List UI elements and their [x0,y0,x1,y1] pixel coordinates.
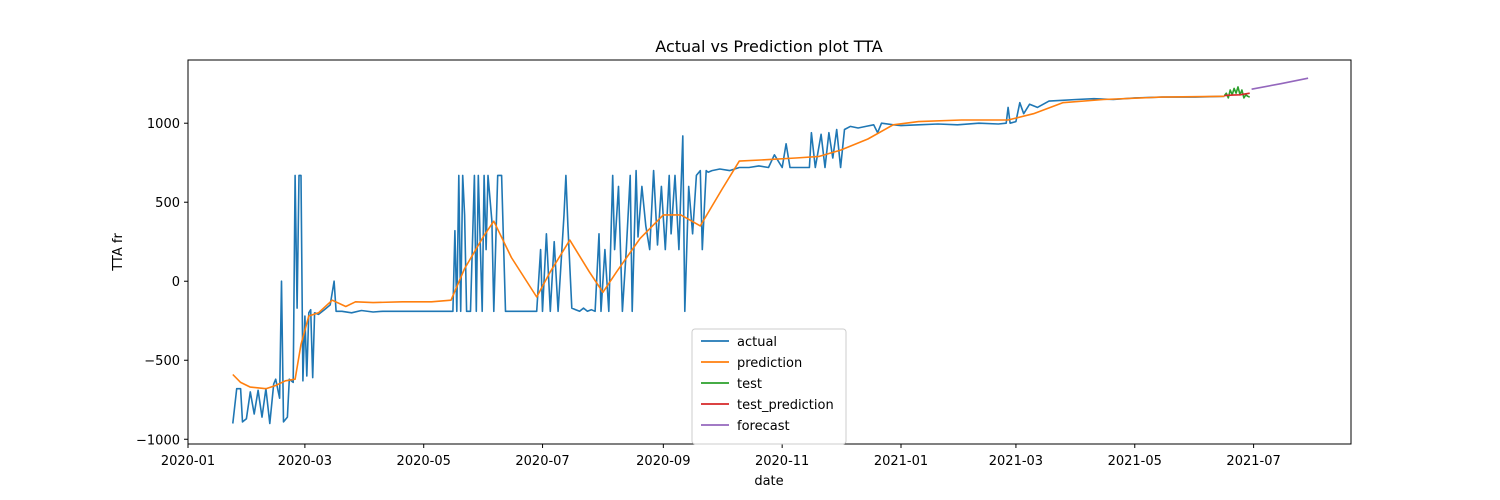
legend-label-prediction: prediction [737,356,802,371]
series-line-actual [232,95,1225,425]
x-tick-label: 2021-01 [874,454,928,469]
legend-box [691,328,847,445]
x-axis-label: date [754,474,783,489]
series-layer [232,77,1309,425]
series-line-test-prediction [1224,92,1250,97]
series-line-forecast [1251,77,1309,90]
y-tick-label: −1000 [136,433,180,448]
y-tick-label: −500 [144,354,180,369]
legend-label-actual: actual [737,335,777,350]
x-tick-label: 2020-07 [515,454,569,469]
x-tick-label: 2021-05 [1108,454,1162,469]
series-line-test [1223,86,1251,99]
legend-label-test-prediction: test_prediction [737,398,834,413]
chart-title: Actual vs Prediction plot TTA [655,37,882,56]
x-tick-label: 2020-01 [161,454,215,469]
y-tick-label: 0 [172,275,180,290]
x-axis: 2020-01 2020-03 2020-05 2020-07 2020-09 2020-… [161,444,1281,469]
y-tick-label: 1000 [147,117,180,132]
x-tick-label: 2021-03 [989,454,1043,469]
x-tick-label: 2020-11 [755,454,809,469]
legend: actual prediction test test_predictionforec… [691,328,847,445]
legend-label-forecast: forecast [737,419,790,434]
x-tick-label: 2021-07 [1226,454,1280,469]
y-tick-label: 500 [155,196,180,211]
x-tick-label: 2020-09 [636,454,690,469]
y-axis-label: TTA fr [111,233,126,272]
series-line-prediction [232,95,1225,390]
legend-label-test: test [737,377,762,392]
x-tick-label: 2020-05 [397,454,451,469]
x-tick-label: 2020-03 [278,454,332,469]
y-axis: −1000 −500 0 500 1000 [136,117,188,448]
